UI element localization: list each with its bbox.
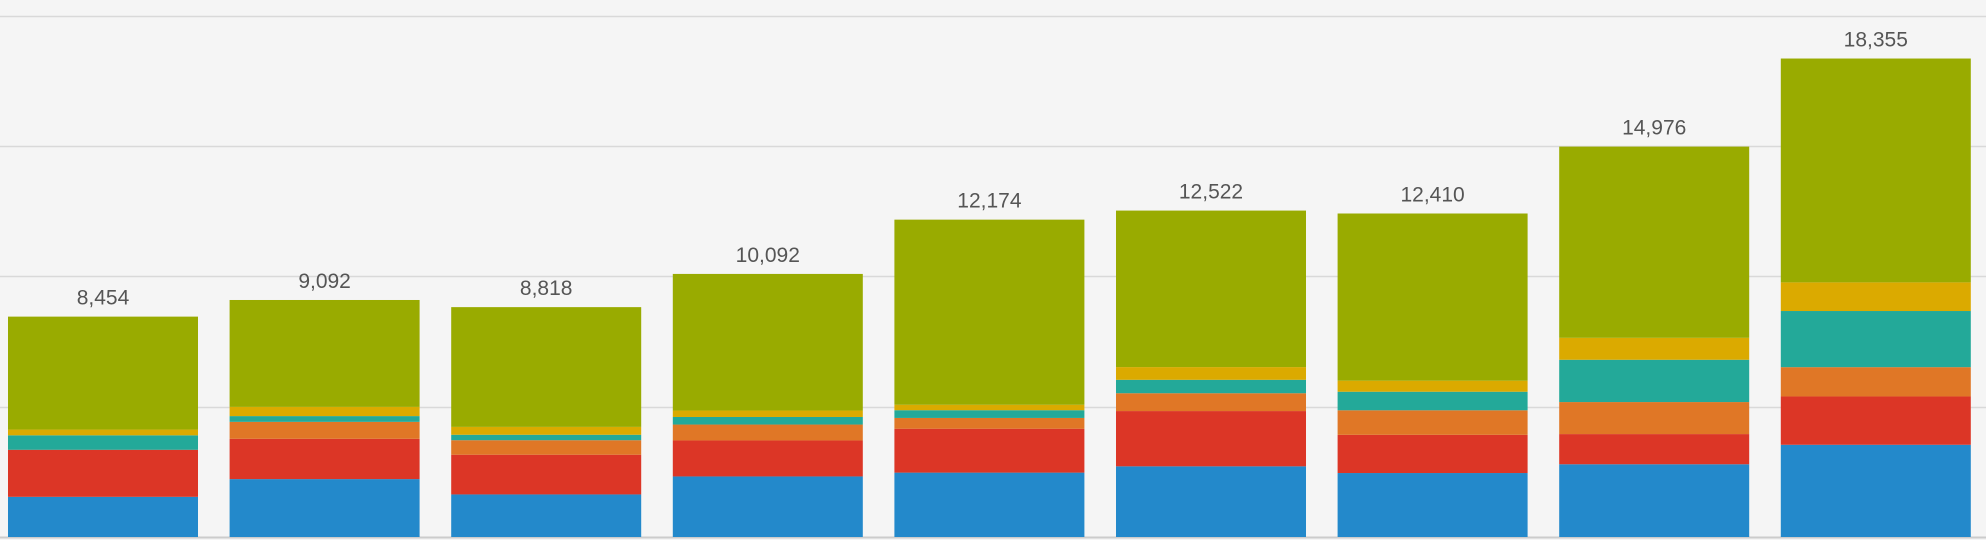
bar-segment[interactable]: [1337, 410, 1528, 435]
bar-segment[interactable]: [1337, 380, 1528, 392]
bar-stack: [894, 219, 1085, 537]
bar-segment[interactable]: [1559, 146, 1750, 338]
bar-segment[interactable]: [672, 416, 863, 425]
bar-segment[interactable]: [1337, 473, 1528, 537]
bar-segment[interactable]: [672, 440, 863, 477]
bar-segment[interactable]: [1337, 434, 1528, 474]
bar-segment[interactable]: [1780, 58, 1971, 283]
bar-segment[interactable]: [1116, 210, 1306, 368]
bar-segment[interactable]: [672, 476, 863, 537]
bar-segment[interactable]: [8, 429, 198, 436]
bar-total-label: 8,454: [77, 287, 130, 310]
bar-segment[interactable]: [894, 219, 1085, 405]
bar-segment[interactable]: [1116, 379, 1306, 394]
bar-segment[interactable]: [229, 421, 420, 439]
bar-segment[interactable]: [1780, 396, 1971, 445]
bar-segment[interactable]: [1559, 337, 1750, 360]
bar-total-label: 14,976: [1622, 117, 1686, 140]
bar-segment[interactable]: [672, 273, 863, 411]
bar-segment[interactable]: [229, 299, 420, 407]
bar-segment[interactable]: [8, 449, 198, 497]
bar-segment[interactable]: [1116, 466, 1306, 537]
bar-segment[interactable]: [1780, 311, 1971, 368]
bar-segment[interactable]: [1116, 411, 1306, 467]
bar-segment[interactable]: [229, 438, 420, 480]
bar-stack: [8, 316, 198, 537]
bar-segment[interactable]: [672, 410, 863, 417]
bar-segment[interactable]: [451, 307, 642, 427]
bar-segment[interactable]: [894, 472, 1085, 537]
bar-segment[interactable]: [1559, 359, 1750, 403]
bar-total-label: 12,174: [957, 190, 1022, 213]
bar-segment[interactable]: [1780, 282, 1971, 312]
bar-stack: [1559, 146, 1750, 537]
bar-segment[interactable]: [1559, 464, 1750, 537]
bar-segment[interactable]: [229, 416, 420, 422]
bar-total-label: 8,818: [520, 277, 573, 300]
bar-segment[interactable]: [1116, 367, 1306, 380]
bar-segment[interactable]: [8, 435, 198, 450]
bar-stack: [451, 307, 642, 537]
bar-stack: [1337, 213, 1528, 537]
bar-segment[interactable]: [1780, 367, 1971, 397]
bar-segment[interactable]: [894, 428, 1085, 473]
bar-segment[interactable]: [8, 316, 198, 430]
bar-segment[interactable]: [894, 417, 1085, 429]
bar-segment[interactable]: [894, 404, 1085, 411]
bar-stack: [672, 273, 863, 537]
bar-stack: [1116, 210, 1306, 537]
bar-total-label: 18,355: [1844, 29, 1908, 52]
bar-total-label: 12,410: [1400, 183, 1464, 206]
bar-segment[interactable]: [1559, 434, 1750, 465]
bar-segment[interactable]: [451, 494, 642, 537]
bar-segment[interactable]: [451, 426, 642, 435]
bar-total-label: 10,092: [736, 244, 800, 267]
bar-stack: [229, 299, 420, 537]
bar-segment[interactable]: [451, 454, 642, 495]
bar-segment[interactable]: [1780, 444, 1971, 537]
bar-segment[interactable]: [451, 440, 642, 455]
bar-segment[interactable]: [672, 424, 863, 441]
bar-stack: [1780, 58, 1971, 537]
bar-segment[interactable]: [894, 410, 1085, 418]
bar-segment[interactable]: [8, 496, 198, 537]
bar-segment[interactable]: [229, 406, 420, 417]
bar-segment[interactable]: [229, 479, 420, 537]
bar-segment[interactable]: [1337, 391, 1528, 411]
bar-segment[interactable]: [1116, 393, 1306, 412]
bar-segment[interactable]: [451, 434, 642, 441]
bar-total-label: 9,092: [298, 270, 351, 293]
bar-total-label: 12,522: [1179, 181, 1243, 204]
bar-segment[interactable]: [1559, 402, 1750, 435]
bar-segment[interactable]: [1337, 213, 1528, 381]
